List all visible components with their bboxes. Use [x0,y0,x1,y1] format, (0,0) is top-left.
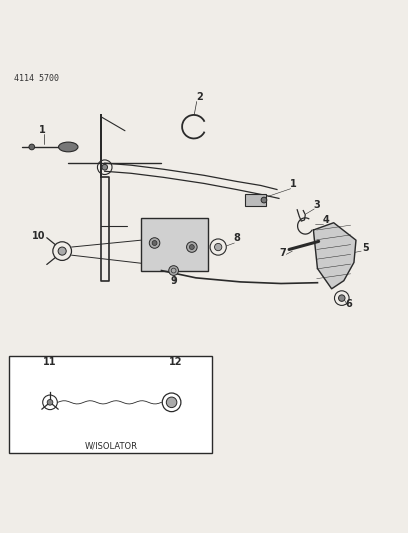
Circle shape [261,197,267,203]
Polygon shape [313,223,356,289]
Text: 3: 3 [313,200,320,210]
Text: 11: 11 [43,357,57,367]
Text: 4114 5700: 4114 5700 [13,74,58,83]
Text: 1: 1 [38,125,45,135]
Text: 1: 1 [290,180,297,190]
Text: 6: 6 [346,299,353,309]
Circle shape [339,295,345,301]
Circle shape [152,240,157,245]
Circle shape [189,245,194,249]
Text: 4: 4 [322,215,329,225]
Text: 8: 8 [234,233,241,244]
Bar [9,356,212,453]
Text: W/ISOLATOR: W/ISOLATOR [84,442,137,451]
Bar [141,218,208,271]
Text: 10: 10 [32,231,45,241]
Circle shape [29,144,35,150]
Circle shape [102,164,108,170]
Text: 7: 7 [279,248,286,259]
Circle shape [149,238,160,248]
Circle shape [186,242,197,252]
Circle shape [169,265,178,276]
Text: 5: 5 [362,243,369,253]
Circle shape [215,244,222,251]
Text: 12: 12 [169,357,182,367]
Circle shape [47,400,53,405]
Text: 2: 2 [197,92,203,102]
Text: 9: 9 [170,276,177,286]
Circle shape [166,397,177,408]
Bar [244,195,266,206]
Ellipse shape [58,142,78,152]
Circle shape [58,247,66,255]
